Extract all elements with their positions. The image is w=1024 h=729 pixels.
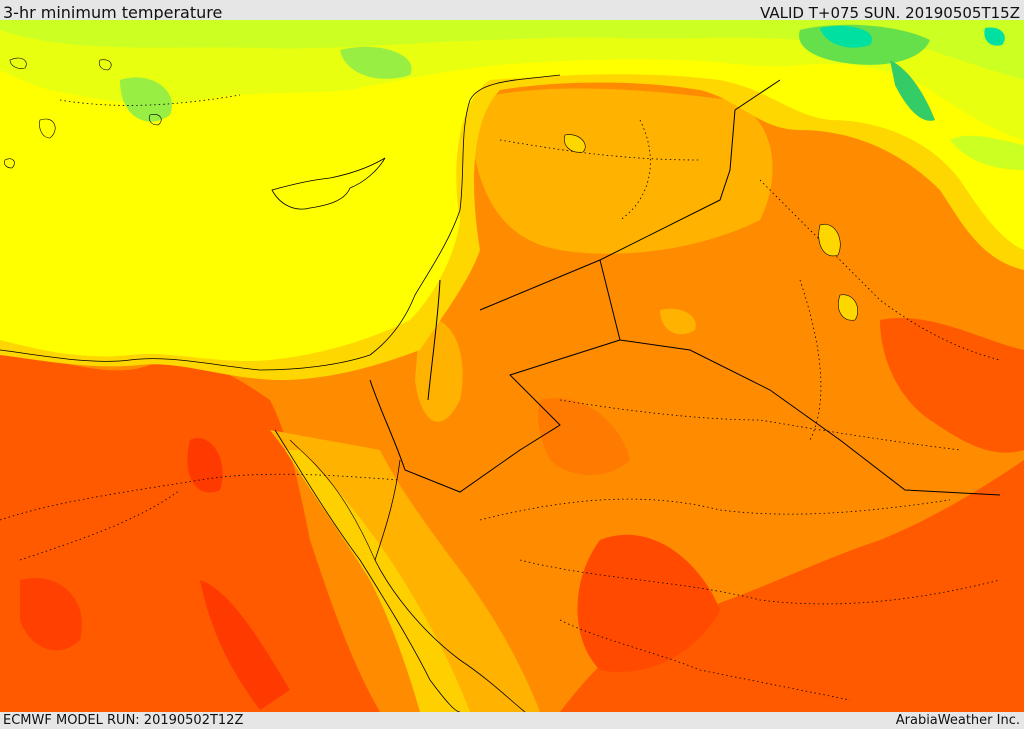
field-cyan-2 <box>984 27 1005 46</box>
footer-bar: ECMWF MODEL RUN: 20190502T12Z ArabiaWeat… <box>0 712 1024 729</box>
border-line-3 <box>479 259 601 311</box>
map-title: 3-hr minimum temperature <box>3 3 223 22</box>
field-red-arabia <box>577 534 720 672</box>
valid-time-label: VALID T+075 SUN. 20190505T15Z <box>760 4 1020 22</box>
field-light-orange-jordan <box>415 318 463 422</box>
field-yellow-green-east <box>950 135 1024 170</box>
aegean-islands <box>4 57 162 169</box>
field-light-orange-syria <box>470 88 773 254</box>
temperature-map-svg <box>0 20 1024 712</box>
field-red-patch-2 <box>187 438 223 493</box>
field-gold-redsea <box>285 450 470 712</box>
model-run-label: ECMWF MODEL RUN: 20190502T12Z <box>3 713 244 728</box>
field-light-green-2 <box>340 46 412 79</box>
border-line-2 <box>619 339 1001 496</box>
field-red-patch-3 <box>200 580 290 710</box>
credit-label: ArabiaWeather Inc. <box>895 713 1020 728</box>
lake-2 <box>838 294 859 321</box>
field-cyan-1 <box>820 25 872 48</box>
red-sea-west-coast <box>274 429 461 712</box>
field-green-4 <box>890 60 935 121</box>
cyprus-outline <box>271 157 386 210</box>
mediterranean-coastline <box>0 74 561 371</box>
red-sea-east-coast <box>374 459 526 712</box>
field-yellow-mediterranean <box>0 20 1024 362</box>
lake-1 <box>818 223 841 257</box>
field-light-green-1 <box>120 77 172 122</box>
header-bar: 3-hr minimum temperature VALID T+075 SUN… <box>0 0 1024 22</box>
temperature-map[interactable] <box>0 20 1024 712</box>
field-dark-orange-patch <box>538 398 630 475</box>
jordan-valley-border <box>427 279 441 401</box>
field-light-orange-spot <box>660 308 696 335</box>
field-red-patch-1 <box>20 578 82 651</box>
lake-3 <box>564 134 586 153</box>
field-red-orange-east <box>880 317 1024 453</box>
field-yellow-green-band <box>0 20 1024 80</box>
border-line-1 <box>369 79 781 493</box>
gulf-of-suez <box>289 439 376 561</box>
field-yellow-green-north <box>0 20 1024 140</box>
internal-boundaries <box>0 94 1001 701</box>
